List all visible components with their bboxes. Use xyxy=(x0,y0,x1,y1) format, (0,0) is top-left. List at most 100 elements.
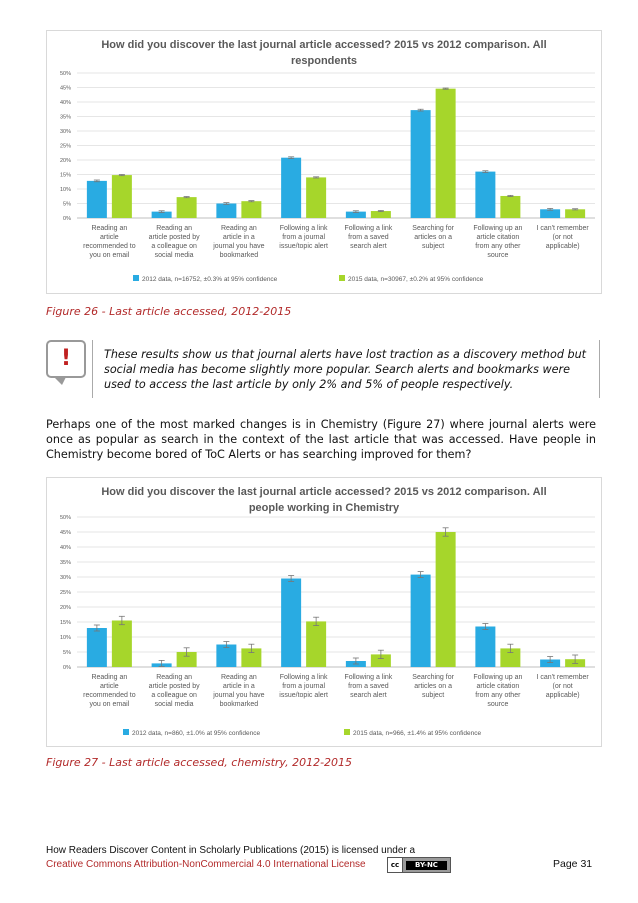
x-category-label: I can't remember xyxy=(536,225,589,232)
x-category-label: you on email xyxy=(90,701,130,708)
y-tick-label: 20% xyxy=(60,605,71,611)
y-tick-label: 50% xyxy=(60,71,71,77)
x-category-label: articles on a xyxy=(414,683,452,690)
y-tick-label: 15% xyxy=(60,173,71,179)
bar-2012 xyxy=(410,110,431,218)
x-category-label: article xyxy=(100,234,119,241)
x-category-label: article xyxy=(100,683,119,690)
x-category-label: bookmarked xyxy=(220,252,259,259)
x-category-label: subject xyxy=(422,243,444,250)
bar-2015 xyxy=(241,201,262,218)
y-tick-label: 45% xyxy=(60,530,71,536)
x-category-label: (or not xyxy=(553,683,573,690)
x-category-label: article posted by xyxy=(149,683,200,690)
x-category-label: applicable) xyxy=(546,243,580,250)
x-category-label: subject xyxy=(422,692,444,699)
y-tick-label: 5% xyxy=(63,650,71,656)
bar-2012 xyxy=(216,203,237,218)
x-category-label: source xyxy=(487,701,508,708)
bar-2012 xyxy=(410,574,431,667)
x-category-label: Reading an xyxy=(221,225,257,232)
x-category-label: from any other xyxy=(475,692,521,699)
y-tick-label: 10% xyxy=(60,187,71,193)
bar-chart-svg: 0% 5% 10% 15% 20% 25% 30% 35% 40% 45% 50% Reading a… xyxy=(60,71,595,283)
y-tick-label: 10% xyxy=(60,635,71,641)
x-category-label: search alert xyxy=(350,243,387,250)
x-category-label: articles on a xyxy=(414,234,452,241)
x-category-label: from a journal xyxy=(282,683,325,690)
x-category-label: Reading an xyxy=(221,674,257,681)
bar-2012 xyxy=(540,209,561,218)
y-tick-label: 35% xyxy=(60,115,71,121)
legend-swatch xyxy=(123,729,129,735)
x-category-label: Following a link xyxy=(280,674,328,681)
x-category-label: bookmarked xyxy=(220,701,259,708)
y-tick-label: 30% xyxy=(60,575,71,581)
x-category-label: journal you have xyxy=(212,243,264,250)
legend-label: 2012 data, n=860, ±1.0% at 95% confidenc… xyxy=(132,730,260,737)
bar-2015 xyxy=(500,195,521,218)
chart-all-respondents: How did you discover the last journal ar… xyxy=(46,30,602,294)
chart-chemistry: How did you discover the last journal ar… xyxy=(46,477,602,747)
y-tick-label: 50% xyxy=(60,515,71,521)
callout-text: These results show us that journal alert… xyxy=(104,348,587,391)
cc-license-badge[interactable]: cc BY-NC xyxy=(387,857,451,873)
chart-title: How did you discover the last journal ar… xyxy=(101,486,547,514)
x-category-label: Following a link xyxy=(280,225,328,232)
x-category-label: issue/topic alert xyxy=(279,692,328,699)
y-tick-label: 45% xyxy=(60,86,71,92)
bar-2012 xyxy=(151,211,172,218)
x-category-label: Searching for xyxy=(412,225,454,232)
x-category-label: article citation xyxy=(476,234,519,241)
x-category-label: from a saved xyxy=(348,234,389,241)
y-tick-label: 25% xyxy=(60,144,71,150)
x-category-label: article citation xyxy=(476,683,519,690)
bar-2015 xyxy=(565,209,586,218)
bar-2012 xyxy=(281,578,302,667)
x-category-label: source xyxy=(487,252,508,259)
bar-2012 xyxy=(475,626,496,667)
bar-2012 xyxy=(540,659,561,667)
x-category-label: article in a xyxy=(223,683,255,690)
y-tick-label: 40% xyxy=(60,100,71,106)
bar-2012 xyxy=(345,211,366,218)
bar-2012 xyxy=(216,644,237,667)
bar-chart-svg: 0% 5% 10% 15% 20% 25% 30% 35% 40% 45% 50% Reading a… xyxy=(60,515,595,737)
x-category-label: journal you have xyxy=(212,692,264,699)
legend-label: 2015 data, n=966, ±1.4% at 95% confidenc… xyxy=(353,730,481,737)
x-category-label: I can't remember xyxy=(536,674,589,681)
y-tick-label: 20% xyxy=(60,158,71,164)
license-text: How Readers Discover Content in Scholarl… xyxy=(46,845,416,856)
legend-label: 2015 data, n=30967, ±0.2% at 95% confide… xyxy=(348,276,484,283)
y-tick-label: 30% xyxy=(60,129,71,135)
figure-27-caption: Figure 27 - Last article accessed, chemi… xyxy=(46,756,353,769)
x-category-label: you on email xyxy=(90,252,130,259)
x-category-label: recommended to xyxy=(83,243,136,250)
bar-2015 xyxy=(435,532,456,667)
bar-2012 xyxy=(475,171,496,218)
bar-2015 xyxy=(435,88,456,218)
bar-2015 xyxy=(370,211,391,218)
by-nc-label: BY-NC xyxy=(406,860,447,870)
x-category-label: (or not xyxy=(553,234,573,241)
x-category-label: recommended to xyxy=(83,692,136,699)
bar-2015 xyxy=(111,620,132,667)
x-category-label: article in a xyxy=(223,234,255,241)
x-category-label: Reading an xyxy=(156,225,192,232)
bar-2012 xyxy=(86,628,107,667)
bar-2012 xyxy=(86,180,107,218)
license-link[interactable]: Creative Commons Attribution-NonCommerci… xyxy=(46,859,366,870)
bar-2015 xyxy=(241,648,262,667)
legend-swatch xyxy=(344,729,350,735)
bar-2015 xyxy=(370,654,391,667)
bar-2015 xyxy=(176,197,197,218)
chart-title: How did you discover the last journal ar… xyxy=(101,39,547,67)
x-category-label: Reading an xyxy=(91,225,127,232)
page-number: Page 31 xyxy=(553,858,593,870)
bar-2015 xyxy=(176,652,197,667)
x-category-label: social media xyxy=(155,252,194,259)
x-category-label: from a saved xyxy=(348,683,389,690)
bar-2015 xyxy=(500,648,521,667)
x-category-label: issue/topic alert xyxy=(279,243,328,250)
bar-2015 xyxy=(306,177,327,218)
